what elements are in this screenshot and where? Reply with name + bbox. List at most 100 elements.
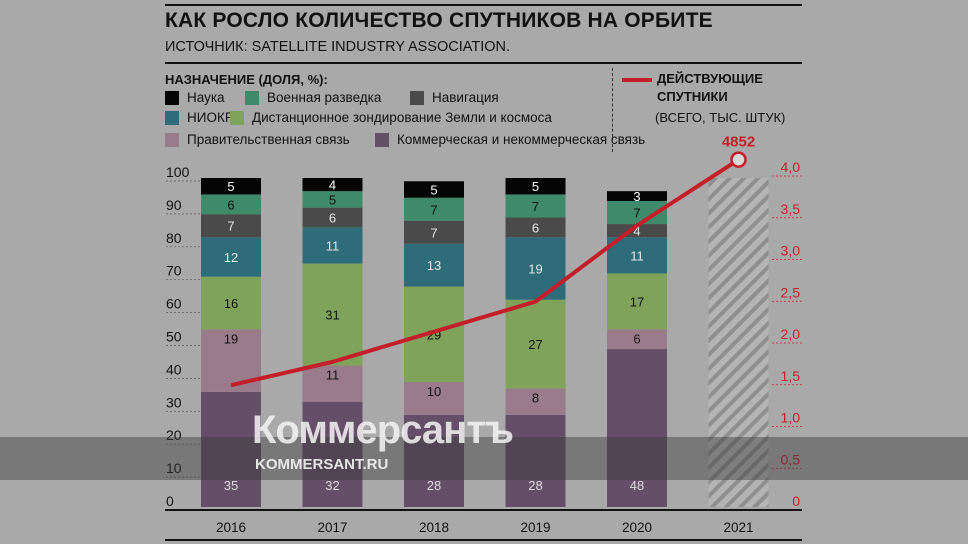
y-tick-label: 60 [166,296,182,312]
bar-value-label: 5 [329,192,336,207]
bar-segment [201,391,261,507]
legend-label: Навигация [432,90,499,105]
bar-segment [302,227,363,264]
legend-label: Коммерческая и некоммерческая связь [397,132,646,147]
bar-value-label: 7 [430,202,437,217]
bar-value-label: 12 [224,250,238,265]
y-tick-label: 30 [166,394,182,410]
legend-swatch [375,132,389,147]
chart-source: ИСТОЧНИК: SATELLITE INDUSTRY ASSOCIATION… [165,39,511,55]
legend-swatch [165,90,179,105]
y2-tick-label: 1,5 [781,368,801,384]
y2-tick-label: 2,0 [781,326,801,342]
bar-value-label: 7 [227,219,234,234]
legend-item-gov-comm: Правительственная связь [165,132,350,147]
bar-segment [607,237,667,274]
bar-segment [607,329,667,350]
forecast-bar [708,178,769,507]
bar-segment [505,388,566,415]
bar-value-label: 4 [329,178,336,193]
bar-value-label: 3 [633,189,640,204]
bar-segment [505,237,566,300]
bar-value-label: 11 [630,248,644,263]
bar-value-label: 5 [430,183,437,198]
bar-segment [404,414,464,507]
x-tick-label: 2016 [216,520,246,535]
legend-label: Дистанционное зондирование Земли и космо… [252,110,552,125]
y2-tick-label: 4,0 [781,159,801,175]
bar-segment [607,201,667,225]
legend-swatch [245,90,259,105]
x-tick-label: 2018 [419,520,449,535]
legend-label: Наука [187,90,225,105]
bar-value-label: 28 [427,478,441,493]
bar-segment [404,381,464,415]
y2-tick-label: 0,5 [781,451,801,467]
bar-segment [302,365,363,402]
bar-value-label: 6 [633,331,640,346]
bar-segment [607,224,667,238]
legend-item-science: Наука [165,90,225,105]
bar-segment [505,178,566,195]
legend-swatch [165,110,179,125]
bar-value-label: 6 [532,220,539,235]
bar-segment [404,286,464,382]
bar-value-label: 10 [427,384,441,399]
legend-label: Военная разведка [267,90,382,105]
legend-label: НИОКР [187,110,234,125]
line-annotation: 4852 [722,134,755,151]
y-tick-label: 0 [166,493,174,509]
watermark-band [0,437,968,480]
x-tick-label: 2021 [723,520,753,535]
y-tick-label: 80 [166,230,182,246]
bar-segment [302,191,363,208]
legend-label: Правительственная связь [187,132,350,147]
line-endpoint-marker [730,151,747,168]
y2-tick-label: 1,0 [781,410,801,426]
watermark-url: KOMMERSANT.RU [255,456,389,473]
bar-value-label: 11 [326,238,340,253]
line-legend-title-2: СПУТНИКИ [657,89,728,104]
bar-value-label: 7 [532,199,539,214]
bar-segment [201,237,261,277]
y2-tick-label: 3,5 [781,201,801,217]
legend-swatch [410,90,424,105]
bar-segment [201,178,261,195]
satellites-line [230,157,740,388]
bar-segment [607,349,667,507]
bar-segment [505,194,566,218]
bar-segment [607,273,667,330]
bar-value-label: 6 [329,210,336,225]
bar-segment [404,243,464,287]
bar-value-label: 8 [532,391,539,406]
legend-item-military: Военная разведка [245,90,381,105]
legend-item-commercial: Коммерческая и некоммерческая связь [375,132,645,147]
y-tick-label: 10 [166,460,182,476]
x-tick-label: 2017 [317,520,347,535]
bar-segment [607,191,667,202]
line-legend-title-1: ДЕЙСТВУЮЩИЕ [657,71,763,86]
bar-value-label: 5 [532,179,539,194]
bar-value-label: 35 [224,478,238,493]
bar-segment [505,299,566,389]
bar-value-label: 7 [430,225,437,240]
bar-segment [201,194,261,215]
bar-value-label: 28 [528,478,542,493]
y-tick-label: 50 [166,329,182,345]
y-tick-label: 100 [166,164,190,180]
y-tick-label: 70 [166,263,182,279]
watermark-logo: Коммерсантъ [252,408,514,452]
y2-tick-label: 0 [792,493,800,509]
legend-heading: НАЗНАЧЕНИЕ (ДОЛЯ, %): [165,72,328,87]
x-tick-label: 2020 [622,520,652,535]
bar-segment [404,181,464,198]
bar-value-label: 48 [630,478,644,493]
legend-item-remote-sensing: Дистанционное зондирование Земли и космо… [230,110,552,125]
x-tick-label: 2019 [520,520,550,535]
y-tick-label: 40 [166,361,182,377]
bar-value-label: 7 [633,206,640,221]
bar-value-label: 13 [427,258,441,273]
bar-value-label: 11 [326,368,340,383]
legend-item-navigation: Навигация [410,90,499,105]
